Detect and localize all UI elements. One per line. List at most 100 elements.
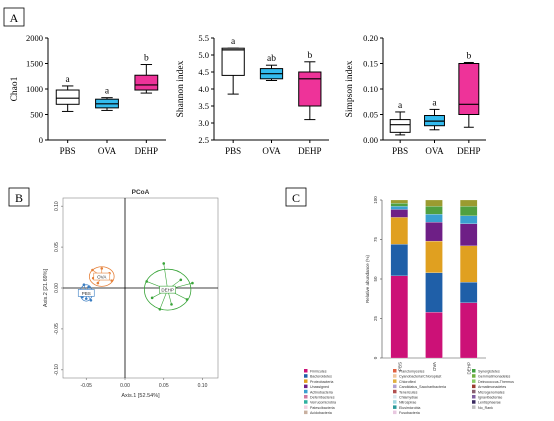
y-axis-label: Axis.2 [21.69%] <box>43 268 49 307</box>
y-tick-label: 500 <box>30 110 43 120</box>
box-dehp: b <box>134 54 159 94</box>
y-tick-label: 3.5 <box>198 101 209 111</box>
legend-swatch <box>393 410 397 415</box>
group-pbs: PBS <box>77 283 95 302</box>
legend-label: Deinococcus-Thermus <box>478 380 514 384</box>
x-tick-label-ova: OVA <box>262 146 281 156</box>
legend-label: Microgenomates <box>478 390 505 394</box>
legend-label: Acidobacteria <box>310 411 332 415</box>
legend-label: Proteobacteria <box>310 380 333 384</box>
legend-label: Ignavibacteriae <box>478 396 502 400</box>
x-tick-label: -0.05 <box>81 383 93 389</box>
y-tick-label: 0.05 <box>363 110 378 120</box>
bar-segment-bacteroidetes <box>460 282 478 303</box>
stacked-bar-dehp <box>460 199 478 359</box>
legend-swatch <box>304 395 308 399</box>
bar-segment-deferribacteres <box>390 203 408 207</box>
legend-swatch <box>304 379 308 383</box>
x-tick-label-ova: OVA <box>98 146 117 156</box>
y-axis-label: Relative abundance (%) <box>365 254 370 303</box>
x-tick-label-pbs: PBS <box>397 362 402 371</box>
panel-letter-box <box>3 7 25 27</box>
stacked-bar-ova <box>425 199 443 359</box>
box-body <box>221 47 245 76</box>
x-tick-label-dehp: DEHP <box>135 146 159 156</box>
legend-label: Verrucomicrobia <box>310 401 336 405</box>
y-tick-label: 50 <box>373 276 378 282</box>
legend-label: Bacteroidetes <box>310 375 332 379</box>
legend-label: Tenericutes <box>399 390 418 394</box>
legend-swatch <box>393 374 397 378</box>
legend-swatch <box>393 369 397 373</box>
sample-point <box>191 281 194 285</box>
legend-swatch <box>472 379 476 383</box>
bar-segment-actinobacteria <box>460 215 478 224</box>
legend-label: Unassigned <box>310 385 329 389</box>
legend-swatch <box>304 389 308 394</box>
stacked-bar-plot: 0 25 50 75 100 Relative abundance (%) PBS OVA DE… <box>365 196 486 375</box>
x-tick-label-dehp: DEHP <box>298 146 322 156</box>
bar-segment-proteobacteria <box>425 240 443 273</box>
legend-label: Planctomycetes <box>399 370 425 374</box>
legend-swatch <box>472 369 476 373</box>
y-tick-label: 0.10 <box>363 84 378 94</box>
legend-label: Deferribacteres <box>310 396 335 400</box>
x-axis-label: Axis.1 [52.54%] <box>121 393 160 399</box>
group-label: PBS <box>82 291 91 296</box>
y-tick-label: 100 <box>373 196 378 204</box>
boxplot-simpson: 0.00 0.05 0.10 0.15 0.20 Simpson index PBS a OVA… <box>345 33 486 156</box>
legend-swatch <box>393 389 397 394</box>
significance-label: ab <box>267 54 276 64</box>
legend-label: Cyanobacteria/Chloroplast <box>399 375 441 379</box>
legend-swatch <box>472 395 476 399</box>
y-tick-label: 4.5 <box>198 67 209 77</box>
sample-point <box>82 283 86 287</box>
y-tick-label: 2000 <box>26 33 43 43</box>
x-tick-label-pbs: PBS <box>225 146 241 156</box>
y-tick-label: 0.15 <box>363 59 378 69</box>
group-dehp: DEHP <box>143 262 194 311</box>
significance-label: b <box>307 51 312 61</box>
y-tick-label: 75 <box>373 237 378 243</box>
legend-label: No_Rank <box>478 406 493 410</box>
box-body <box>458 63 480 115</box>
legend-label: Actinobacteria <box>310 390 333 394</box>
y-tick-label: 0.10 <box>54 201 60 211</box>
confidence-ellipse <box>143 268 192 311</box>
y-tick-label: -0.05 <box>54 323 60 335</box>
group-label: DEHP <box>161 288 174 293</box>
y-tick-label: 25 <box>373 316 378 322</box>
legend-label: Fusobacteria <box>399 411 420 415</box>
legend-label: Candidatus_Saccharibacteria <box>399 385 446 389</box>
box-pbs: a <box>55 75 80 112</box>
y-tick-label: 0 <box>373 356 378 359</box>
boxplot-shannon: 2.5 3.0 3.5 4.0 4.5 5.0 5.5 Shannon index PBS a OV… <box>176 33 329 156</box>
sample-point <box>185 298 189 301</box>
y-tick-label: 0.00 <box>54 283 60 293</box>
sample-point <box>89 298 93 302</box>
x-tick-label-dehp: DEHP <box>467 362 472 375</box>
bar-segment-deferribacteres <box>460 206 478 216</box>
bar-segment-actinobacteria <box>425 214 443 223</box>
y-tick-label: -0.10 <box>54 364 60 376</box>
legend-label: Chlamydiae <box>399 396 418 400</box>
chart-title: PCoA <box>132 189 150 196</box>
box-body <box>55 89 80 105</box>
group-label-box <box>77 289 95 297</box>
phylum-legend: FirmicutesBacteroidetesProteobacteriaUna… <box>304 369 514 415</box>
legend-swatch <box>472 400 476 404</box>
sample-point <box>170 303 173 306</box>
y-tick-label: 1500 <box>26 59 43 69</box>
significance-label: a <box>432 98 437 108</box>
box-body <box>389 119 411 133</box>
bar-segment-unassigned <box>390 209 408 218</box>
legend-label: Armatimonadetes <box>478 385 506 389</box>
x-tick-label: 0.05 <box>159 383 169 389</box>
sample-point <box>179 278 183 282</box>
y-tick-label: 5.0 <box>198 50 209 60</box>
sample-point <box>162 262 166 265</box>
spider-line <box>163 263 168 290</box>
legend-swatch <box>304 384 308 389</box>
panel-letter-box <box>8 187 30 207</box>
